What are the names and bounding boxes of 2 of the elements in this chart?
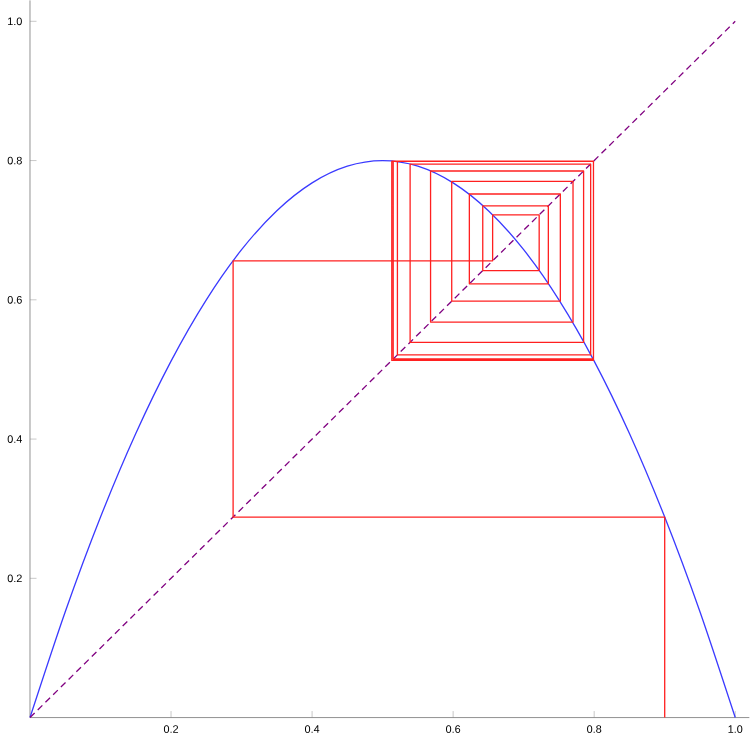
line-series — [232, 160, 666, 719]
line-series — [29, 159, 736, 719]
